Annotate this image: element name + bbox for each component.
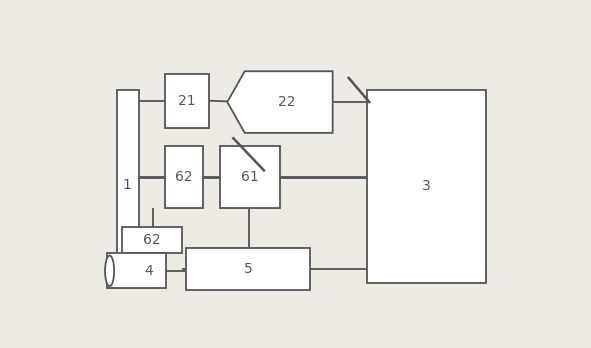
Bar [122,227,181,253]
Text: 21: 21 [178,94,196,108]
Bar [220,146,280,208]
Text: 1: 1 [122,178,131,192]
Bar [165,146,203,208]
Ellipse shape [105,255,114,286]
Bar [107,253,167,288]
Text: 5: 5 [243,262,252,276]
Text: 62: 62 [143,233,161,247]
Polygon shape [228,71,333,133]
Text: 61: 61 [241,170,259,184]
Text: 62: 62 [176,170,193,184]
Text: 4: 4 [144,264,153,278]
Bar [186,248,310,290]
Bar [118,90,139,283]
Text: 3: 3 [422,180,431,193]
Bar [165,74,209,127]
Text: 22: 22 [278,95,296,109]
Bar [367,90,486,283]
